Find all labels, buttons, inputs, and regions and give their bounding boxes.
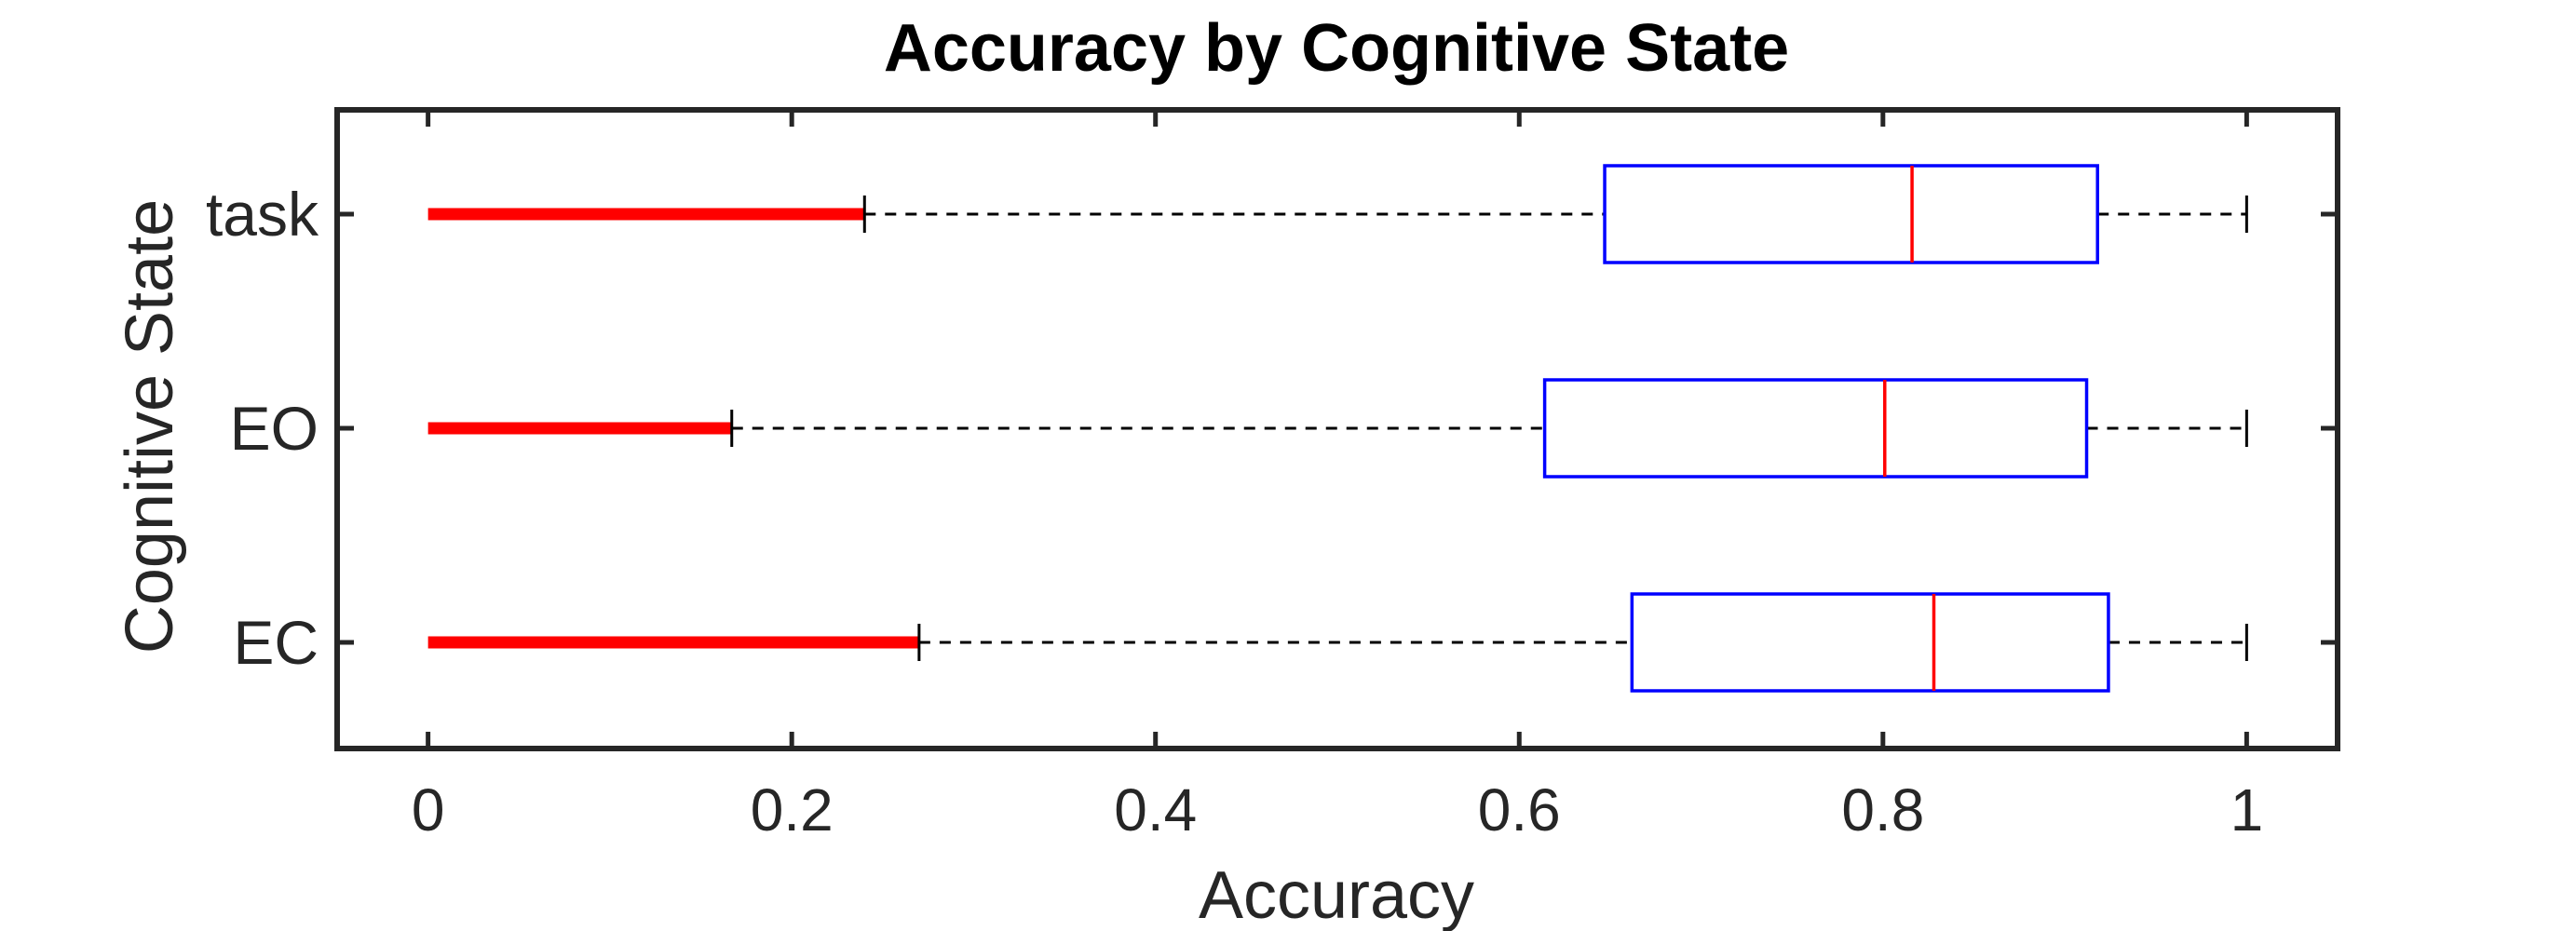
box-ec — [427, 592, 2248, 693]
box-eo — [427, 378, 2248, 479]
x-tick-label: 0.4 — [1114, 776, 1197, 843]
chart-title: Accuracy by Cognitive State — [884, 11, 1789, 86]
plot-area — [334, 107, 2340, 751]
iqr-box — [1630, 592, 2110, 693]
y-tick-label: EO — [230, 394, 319, 463]
iqr-box — [1603, 164, 2099, 264]
y-axis-label: Cognitive State — [113, 199, 187, 654]
x-tick-label: 0.6 — [1478, 776, 1561, 843]
x-axis-label: Accuracy — [1199, 858, 1474, 931]
y-tick-label: EC — [233, 608, 319, 677]
y-tick-label: task — [206, 180, 319, 249]
box-task — [427, 164, 2248, 264]
y-axis: EC EO task — [206, 180, 2338, 677]
x-tick-label: 0 — [412, 776, 445, 843]
iqr-box — [1542, 378, 2089, 479]
x-tick-label: 0.2 — [751, 776, 834, 843]
x-tick-label: 1 — [2230, 776, 2264, 843]
x-tick-label: 0.8 — [1841, 776, 1924, 843]
x-axis: 0 0.2 0.4 0.6 0.8 1 — [412, 110, 2263, 843]
